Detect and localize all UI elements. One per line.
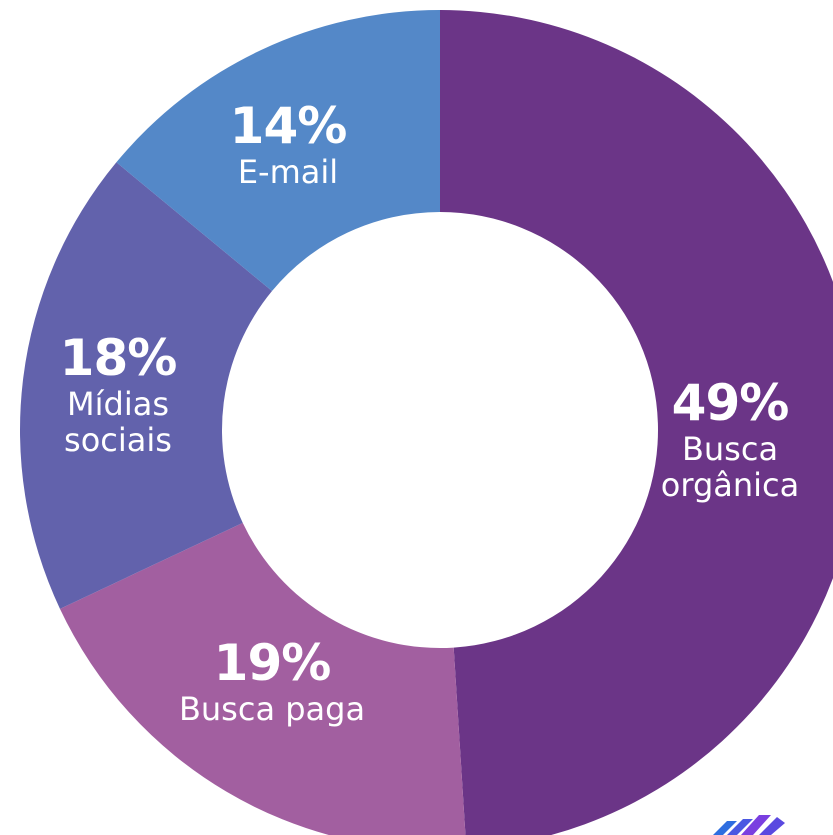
slice-category-label: Mídias (67, 385, 169, 423)
slice-percent-label: 14% (230, 97, 347, 155)
slice-label-group-3: 14%E-mail (230, 97, 348, 191)
donut-slice-1 (59, 522, 466, 835)
brand-logo-icon (713, 815, 785, 835)
slice-category-label: Busca paga (179, 690, 365, 728)
slice-percent-label: 19% (214, 634, 331, 692)
slice-label-group-1: 19%Busca paga (179, 634, 365, 728)
slice-category-label: orgânica (661, 466, 799, 504)
slice-category-label: sociais (64, 421, 172, 459)
slice-percent-label: 49% (672, 374, 789, 432)
slice-percent-label: 18% (60, 329, 177, 387)
slice-category-label: Busca (682, 430, 778, 468)
donut-slice-2 (20, 162, 273, 609)
donut-slice-0 (440, 10, 833, 835)
donut-slice-3 (116, 10, 441, 292)
slice-category-label: E-mail (238, 153, 338, 191)
